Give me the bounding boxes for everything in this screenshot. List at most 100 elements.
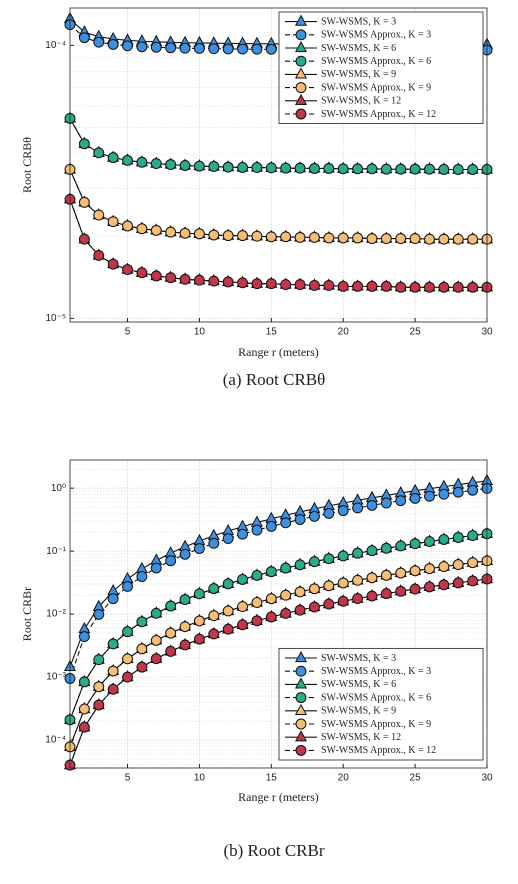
marker (395, 567, 407, 579)
marker (193, 543, 205, 554)
marker (208, 537, 220, 549)
marker (193, 274, 205, 286)
legend-box (278, 11, 484, 124)
marker (424, 563, 435, 575)
marker (409, 583, 421, 595)
marker (295, 744, 307, 756)
x-tick-label: 25 (410, 327, 422, 338)
marker (352, 163, 364, 175)
marker (237, 230, 248, 242)
marker (467, 233, 479, 245)
marker (107, 593, 119, 605)
marker (438, 164, 450, 175)
marker (265, 278, 277, 290)
marker (352, 593, 364, 605)
x-tick-label: 5 (125, 327, 131, 338)
marker (222, 578, 234, 590)
marker (251, 162, 263, 173)
marker (395, 163, 407, 175)
marker (237, 43, 248, 55)
x-axis-label: Range r (meters) (238, 345, 319, 359)
x-tick-label: 30 (481, 327, 493, 338)
marker (438, 561, 450, 573)
marker (309, 601, 320, 613)
marker (395, 233, 407, 245)
marker (78, 196, 90, 208)
y-axis-label: Root CRBr (20, 587, 34, 641)
marker (165, 645, 177, 657)
legend-label: SW-WSMS, K = 3 (321, 653, 396, 664)
marker (193, 160, 205, 172)
marker (179, 160, 191, 171)
marker (395, 540, 407, 552)
marker (323, 232, 335, 244)
marker (179, 621, 191, 633)
legend-label: SW-WSMS Approx., K = 9 (321, 719, 431, 730)
marker (193, 588, 205, 600)
marker (323, 507, 335, 519)
marker (222, 605, 234, 617)
axes-frame (69, 7, 488, 323)
marker (136, 267, 148, 279)
marker (452, 559, 464, 571)
y-tick-label: 10⁻⁴ (45, 735, 66, 746)
marker (122, 653, 133, 665)
marker (438, 488, 450, 500)
legend-label: SW-WSMS, K = 6 (321, 43, 396, 54)
marker (424, 163, 435, 175)
marker (122, 40, 133, 52)
marker (193, 633, 205, 645)
marker (337, 280, 349, 292)
marker (265, 611, 277, 623)
marker (122, 154, 133, 166)
marker (294, 93, 308, 105)
marker (309, 583, 320, 595)
marker (179, 639, 191, 651)
marker (323, 580, 335, 592)
marker (295, 82, 307, 94)
marker (366, 280, 378, 292)
marker (265, 162, 277, 174)
marker (309, 231, 320, 243)
marker (395, 281, 407, 293)
marker (107, 216, 119, 228)
marker (294, 14, 308, 26)
marker (107, 665, 119, 677)
marker (93, 250, 105, 261)
marker (380, 233, 392, 245)
legend-label: SW-WSMS, K = 12 (321, 96, 401, 107)
marker (438, 579, 450, 591)
marker (150, 41, 162, 53)
marker (107, 683, 119, 695)
marker (208, 229, 220, 241)
marker (193, 228, 205, 240)
legend: SW-WSMS, K = 3 SW-WSMS Approx., K = 3 SW-W… (278, 648, 484, 761)
marker (467, 557, 479, 569)
marker (78, 676, 90, 688)
marker (366, 572, 378, 584)
axes-frame (69, 459, 488, 769)
marker (93, 36, 105, 48)
marker (294, 650, 308, 663)
marker (409, 163, 421, 175)
legend-label: SW-WSMS, K = 9 (321, 69, 396, 80)
marker (165, 42, 177, 54)
marker (366, 499, 378, 511)
legend-label: SW-WSMS, K = 12 (321, 732, 401, 743)
legend-label: SW-WSMS Approx., K = 12 (321, 745, 436, 756)
marker (395, 495, 407, 507)
marker (352, 502, 364, 514)
y-tick-label: 10⁻⁴ (45, 40, 66, 51)
marker (237, 528, 248, 540)
marker (136, 571, 148, 582)
marker (150, 562, 162, 574)
marker (165, 600, 177, 612)
marker (93, 608, 105, 620)
marker (295, 108, 307, 120)
marker (380, 569, 392, 581)
marker (452, 281, 464, 293)
y-tick-label: 10⁻⁵ (45, 313, 66, 324)
marker (78, 631, 90, 643)
marker (438, 233, 450, 245)
